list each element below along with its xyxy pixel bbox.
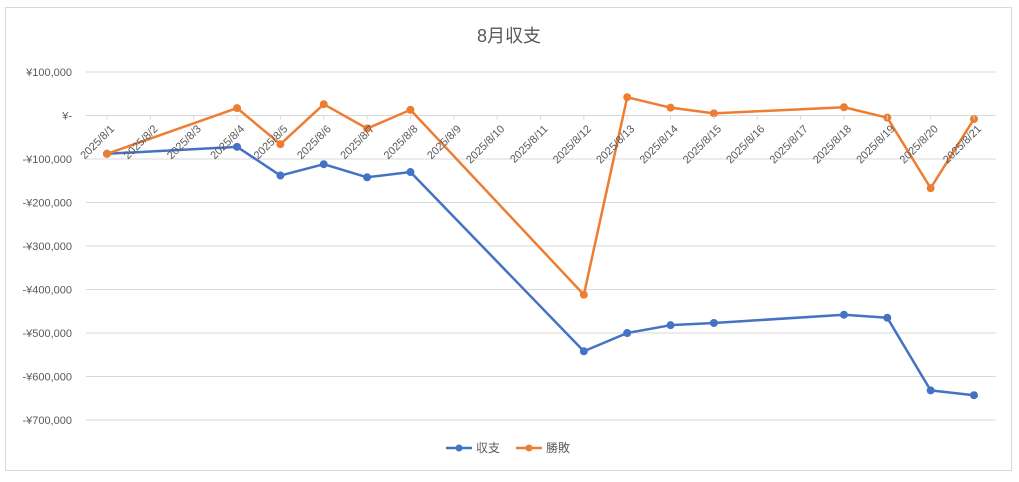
data-point — [406, 168, 415, 177]
data-point — [666, 103, 675, 112]
chart-title: 8月収支 — [477, 26, 541, 46]
y-tick-label: -¥100,000 — [22, 154, 72, 166]
data-point — [883, 313, 892, 322]
x-tick-label: 2025/8/5 — [252, 123, 291, 162]
chart-frame — [5, 7, 1012, 471]
x-tick-label: 2025/8/6 — [295, 123, 334, 162]
legend-marker — [525, 444, 533, 452]
data-point — [579, 290, 588, 299]
y-tick-label: -¥400,000 — [22, 285, 72, 297]
data-point — [839, 103, 848, 112]
data-point — [623, 329, 632, 337]
y-tick-label: -¥700,000 — [22, 415, 72, 427]
data-point — [276, 140, 285, 149]
x-tick-label: 2025/8/12 — [551, 123, 594, 166]
data-point — [623, 93, 632, 102]
x-tick-label: 2025/8/21 — [941, 123, 984, 166]
data-point — [363, 173, 372, 182]
x-tick-label: 2025/8/18 — [811, 123, 854, 166]
data-point — [233, 142, 242, 151]
y-axis: ¥100,000 ¥- -¥100,000 -¥200,000 -¥300,000 -¥4… — [22, 67, 72, 427]
data-point — [926, 184, 935, 193]
legend: 収支 勝敗 — [446, 440, 570, 455]
data-point — [103, 149, 111, 158]
y-tick-label: -¥600,000 — [22, 372, 72, 384]
series-line — [106, 95, 976, 296]
x-tick-label: 2025/8/15 — [681, 123, 724, 166]
data-point — [579, 347, 588, 356]
x-tick-label: 2025/8/8 — [382, 123, 421, 162]
y-tick-label: -¥500,000 — [22, 328, 72, 340]
x-tick-label: 2025/8/4 — [208, 123, 247, 162]
data-point — [666, 321, 675, 330]
y-tick-label: -¥300,000 — [22, 241, 72, 253]
legend-label: 勝敗 — [546, 440, 570, 455]
data-point — [406, 105, 415, 114]
x-tick-label: 2025/8/17 — [768, 123, 811, 166]
x-tick-label: 2025/8/7 — [338, 123, 377, 162]
data-point — [319, 160, 328, 169]
x-tick-label: 2025/8/19 — [854, 123, 897, 166]
x-tick-label: 2025/8/3 — [165, 123, 204, 162]
data-point — [363, 124, 372, 133]
y-tick-label: -¥200,000 — [22, 198, 72, 210]
data-point — [276, 171, 285, 180]
x-tick-label: 2025/8/9 — [425, 123, 464, 162]
x-tick-label: 2025/8/13 — [594, 123, 637, 166]
data-point — [970, 391, 978, 400]
data-point — [709, 318, 718, 327]
x-tick-label: 2025/8/16 — [724, 123, 767, 166]
y-tick-label: ¥- — [61, 111, 72, 123]
series-line — [106, 145, 975, 397]
x-tick-label: 2025/8/14 — [638, 123, 681, 166]
x-tick-label: 2025/8/10 — [464, 123, 507, 166]
data-point — [319, 100, 328, 109]
x-tick-label: 2025/8/1 — [78, 123, 117, 162]
gridlines — [86, 71, 996, 421]
data-point — [233, 104, 242, 113]
legend-marker — [455, 444, 463, 452]
data-point — [926, 386, 935, 395]
x-tick-label: 2025/8/2 — [122, 123, 161, 162]
y-tick-label: ¥100,000 — [25, 67, 72, 79]
series-lines — [103, 93, 978, 400]
data-point — [839, 310, 848, 319]
legend-label: 収支 — [476, 441, 500, 455]
